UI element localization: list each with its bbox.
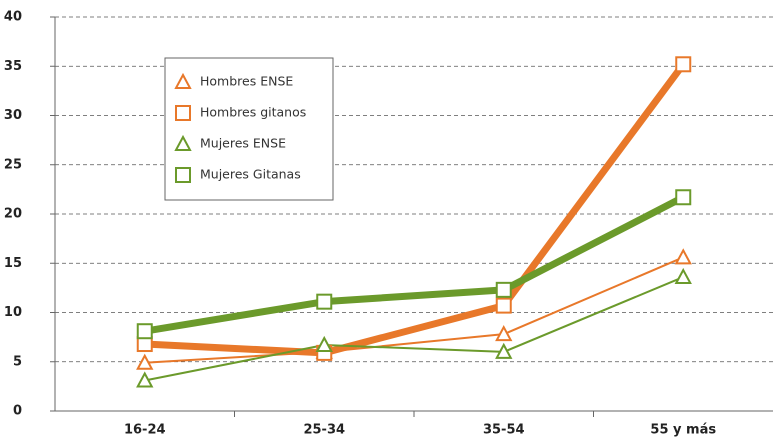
legend-marker xyxy=(174,72,192,89)
x-tick-label: 35-54 xyxy=(483,423,525,438)
y-tick-label: 30 xyxy=(4,108,22,123)
marker xyxy=(136,323,153,340)
x-tick-label: 55 y más xyxy=(650,423,716,438)
legend-box xyxy=(164,57,334,201)
marker xyxy=(675,189,692,206)
y-tick-label: 5 xyxy=(13,354,22,369)
y-tick-label: 20 xyxy=(4,207,22,222)
y-tick-label: 0 xyxy=(13,404,22,419)
series-line xyxy=(144,276,684,382)
legend-marker xyxy=(174,134,192,151)
y-tick-label: 15 xyxy=(4,256,22,271)
y-tick-label: 25 xyxy=(4,157,22,172)
legend-marker xyxy=(175,167,191,183)
y-tick-label: 40 xyxy=(4,10,22,25)
series-line xyxy=(144,256,684,364)
marker xyxy=(495,281,512,298)
marker xyxy=(136,371,154,388)
legend-label: Mujeres Gitanas xyxy=(200,167,301,182)
series-line xyxy=(144,194,685,335)
marker xyxy=(495,342,513,359)
marker xyxy=(675,56,692,73)
legend-marker xyxy=(175,105,191,121)
marker xyxy=(495,297,512,314)
marker xyxy=(674,248,692,265)
x-tick-label: 25-34 xyxy=(303,423,345,438)
marker xyxy=(315,335,333,353)
marker xyxy=(495,325,513,342)
y-tick-label: 10 xyxy=(4,305,22,320)
x-tick-label: 16-24 xyxy=(124,423,166,438)
legend-label: Mujeres ENSE xyxy=(200,136,286,151)
marker xyxy=(674,267,692,285)
legend-label: Hombres ENSE xyxy=(200,74,293,89)
series-line xyxy=(144,62,687,357)
y-tick-label: 35 xyxy=(4,59,22,74)
legend-label: Hombres gitanos xyxy=(200,105,306,120)
marker xyxy=(316,293,333,310)
marker xyxy=(136,353,154,370)
